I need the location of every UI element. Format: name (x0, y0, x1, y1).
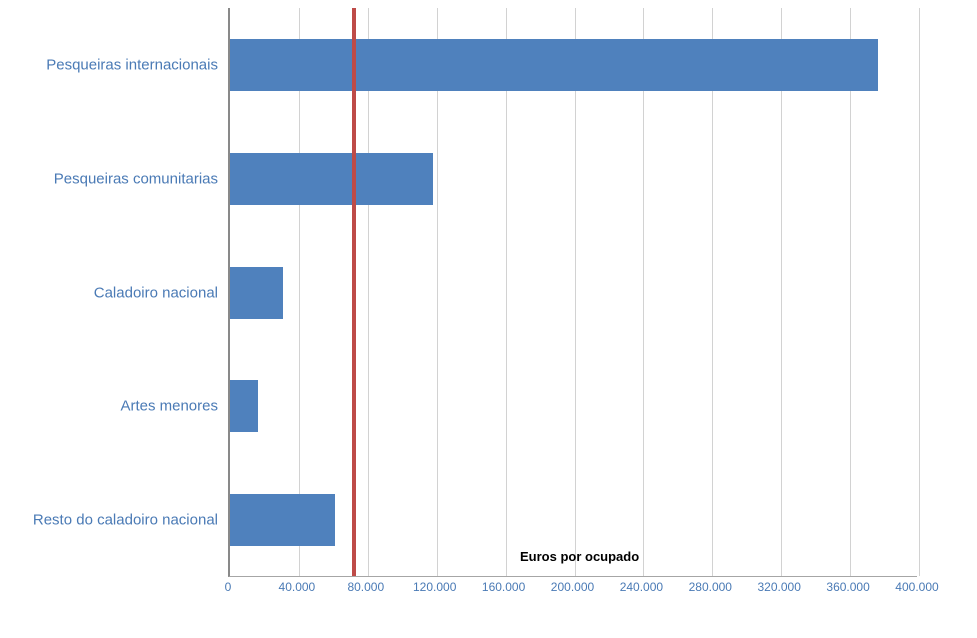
x-tick-label: 80.000 (347, 580, 385, 594)
gridline (643, 8, 645, 576)
gridline (712, 8, 714, 576)
bar (230, 266, 284, 319)
x-tick-label: 280.000 (688, 580, 732, 594)
category-label: Artes menores (120, 397, 218, 415)
category-label: Resto do caladoiro nacional (32, 511, 218, 529)
x-tick-label: 320.000 (757, 580, 801, 594)
x-axis: 0 40.000 80.000 120.000 160.000 200.000 240.00… (225, 580, 939, 600)
bar (230, 152, 434, 205)
reference-line (352, 8, 357, 576)
gridline (436, 8, 438, 576)
category-label: Pesqueiras comunitarias (53, 170, 218, 188)
x-tick-label: 120.000 (412, 580, 457, 594)
category-label: Caladoiro nacional (93, 284, 218, 301)
x-tick-label: 200.000 (550, 580, 595, 594)
gridline (367, 8, 369, 576)
x-tick-label: 360.000 (826, 580, 870, 594)
gridline (850, 8, 852, 576)
category-label: Pesqueiras internacionais (46, 56, 218, 74)
gridline (505, 8, 507, 576)
plot-area: Euros por ocupado (228, 8, 920, 577)
gridline (574, 8, 576, 576)
gridline (781, 8, 783, 576)
gridline (298, 8, 300, 576)
chart-annotation: Euros por ocupado (520, 549, 640, 564)
gridline (919, 8, 920, 576)
x-tick-label: 240.000 (619, 580, 664, 594)
x-tick-label: 400.000 (895, 580, 939, 594)
x-tick-label: 0 (224, 580, 232, 594)
bar (230, 380, 258, 433)
bar (230, 38, 878, 91)
bar (230, 494, 336, 547)
x-tick-label: 160.000 (481, 580, 526, 594)
x-tick-label: 40.000 (278, 580, 316, 594)
category-axis: Pesqueiras internacionais Pesqueiras comu… (0, 8, 222, 577)
